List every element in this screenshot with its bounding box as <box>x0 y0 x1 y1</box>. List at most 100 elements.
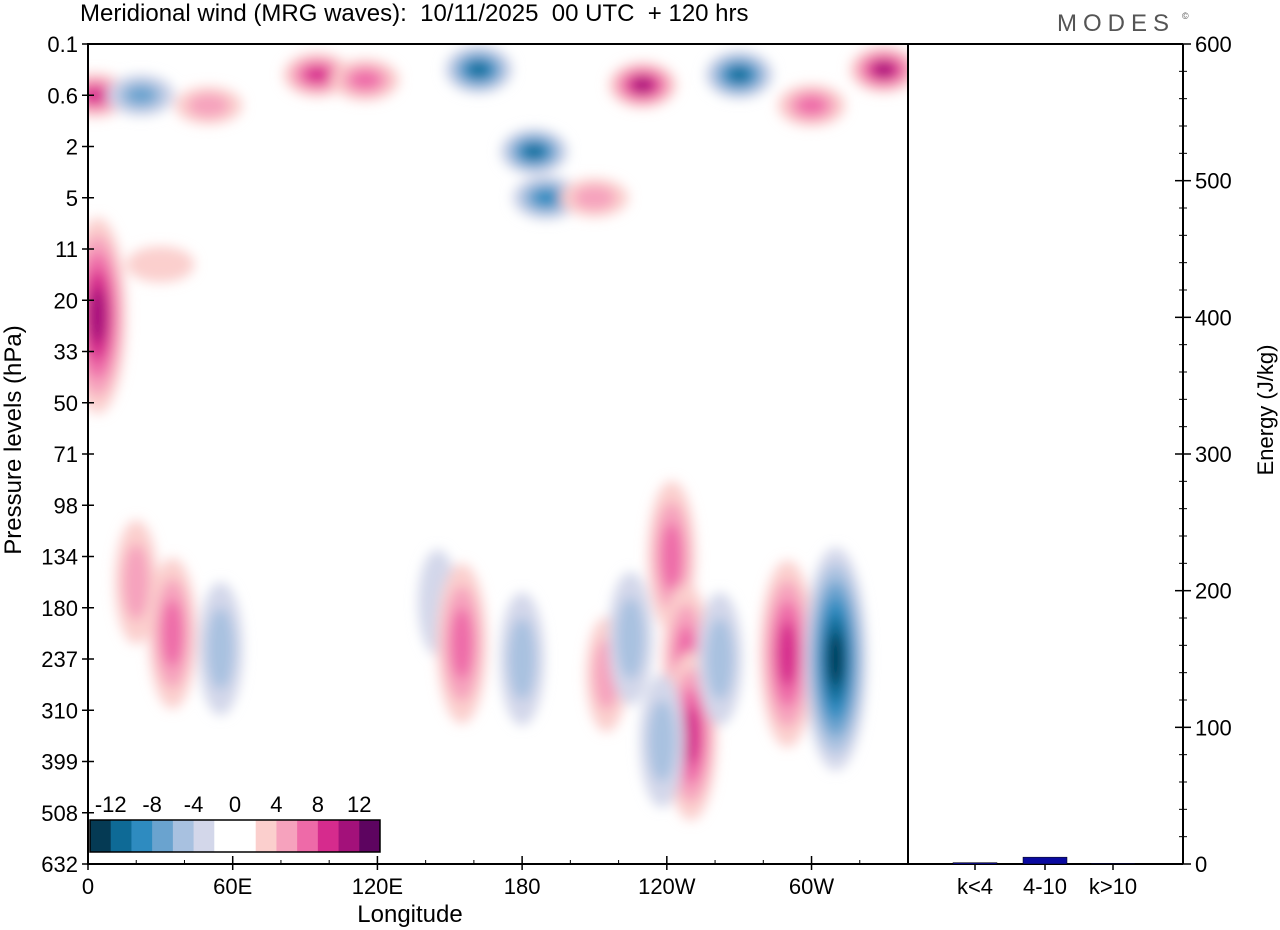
y-tick-label: 0.6 <box>47 83 78 108</box>
y-tick-label: 134 <box>41 545 78 570</box>
wind-anomaly-negative <box>512 175 581 220</box>
contour-band <box>616 597 645 680</box>
colorbar-swatch <box>317 820 340 852</box>
wind-anomaly-positive <box>608 62 677 108</box>
colorbar-label: -8 <box>142 792 162 817</box>
energy-tick-label: 300 <box>1195 442 1232 467</box>
colorbar-swatch <box>255 820 277 852</box>
modes-logo: MODES <box>1057 10 1176 37</box>
colorbar-swatch <box>172 820 195 852</box>
wind-anomaly-negative <box>705 50 774 99</box>
chart-title: Meridional wind (MRG waves): 10/11/2025 … <box>80 0 749 27</box>
contour-band <box>126 246 195 283</box>
wind-anomaly-positive <box>174 86 243 125</box>
energy-tick-label: 0 <box>1195 852 1207 877</box>
contour-band <box>524 145 544 159</box>
x-tick-label: 60W <box>789 874 834 899</box>
colorbar-swatch <box>338 820 360 852</box>
copyright-mark: © <box>1182 11 1189 21</box>
wind-anomaly-negative <box>697 592 743 726</box>
energy-bar-k<4 <box>952 862 998 865</box>
wind-field <box>88 45 908 821</box>
y-tick-label: 5 <box>66 186 78 211</box>
y-tick-label: 237 <box>41 647 78 672</box>
wind-anomaly-negative <box>639 674 685 808</box>
x-axis-label: Longitude <box>357 901 462 928</box>
y-tick-label: 2 <box>66 135 78 160</box>
wind-anomaly-positive <box>849 46 908 93</box>
energy-axis-label: Energy (J/kg) <box>1253 345 1278 476</box>
colorbar-swatch <box>276 820 298 852</box>
y-tick-label: 20 <box>54 288 78 313</box>
energy-bar-4-10 <box>1022 856 1068 865</box>
contour-band <box>648 700 676 782</box>
y-tick-label: 11 <box>55 237 78 262</box>
contour-band <box>89 287 106 344</box>
contour-band <box>681 706 700 766</box>
contour-band <box>161 599 184 667</box>
x-tick-label: 120W <box>638 874 696 899</box>
energy-bar-k>10 <box>1090 863 1136 865</box>
energy-tick-label: 100 <box>1195 715 1232 740</box>
colorbar-label: 8 <box>312 792 324 817</box>
energy-category-label: k<4 <box>957 874 993 899</box>
wind-anomaly-positive <box>436 563 487 724</box>
contour-band <box>468 62 489 77</box>
colorbar-swatch <box>214 820 236 852</box>
energy-bar-plot: 0 100 200 300 400 500 600 Energy (J/kg) k<4 4-10 k… <box>908 32 1278 899</box>
colorbar-swatch <box>359 820 381 852</box>
y-tick-label: 632 <box>41 852 78 877</box>
heatmap-axes: 0.1 0.6 2 5 11 20 33 50 71 98 134 180 237 310 399 508 63… <box>0 32 909 928</box>
contour-band <box>874 63 894 77</box>
y-tick-label: 508 <box>41 801 78 826</box>
energy-category-label: k>10 <box>1089 874 1137 899</box>
contour-band <box>660 522 683 591</box>
contour-band <box>828 631 844 687</box>
contour-band <box>125 85 157 105</box>
colorbar-frame <box>89 819 381 853</box>
colorbar-swatch <box>131 820 153 852</box>
x-tick-label: 180 <box>504 874 541 899</box>
y-tick-label: 50 <box>54 391 78 416</box>
heatmap-plot <box>88 45 908 821</box>
x-tick-label: 120E <box>352 874 403 899</box>
wind-field-blur <box>88 45 908 821</box>
wind-anomaly-negative <box>500 128 569 175</box>
y-tick-label: 33 <box>54 340 78 365</box>
contour-band <box>187 93 230 118</box>
colorbar-swatch <box>235 820 257 852</box>
colorbar-swatch <box>193 820 215 852</box>
y-tick-label: 0.1 <box>47 32 78 57</box>
wind-anomaly-positive <box>560 178 629 218</box>
colorbar-swatch <box>110 820 132 852</box>
wind-anomaly-positive <box>759 560 816 748</box>
x-tick-label: 60E <box>213 874 252 899</box>
contour-band <box>534 190 559 206</box>
colorbar-swatch <box>90 820 112 852</box>
y-axis-label: Pressure levels (hPa) <box>0 325 27 554</box>
energy-tick-label: 400 <box>1195 305 1232 330</box>
wind-anomaly-negative <box>804 547 867 771</box>
contour-band <box>729 67 749 82</box>
wind-anomaly-positive <box>665 651 717 821</box>
wind-anomaly-positive <box>114 520 158 645</box>
wind-anomaly-positive <box>126 246 195 283</box>
x-tick-label: 0 <box>82 874 94 899</box>
contour-band <box>796 96 827 115</box>
y-tick-label: 310 <box>41 698 78 723</box>
contour-band <box>305 67 329 83</box>
contour-band <box>88 87 108 103</box>
contour-band <box>777 621 798 687</box>
wind-anomaly-positive <box>88 217 127 414</box>
y-tick-label: 399 <box>41 750 78 775</box>
contour-band <box>632 78 653 92</box>
contour-band <box>508 618 536 700</box>
contour-band <box>706 618 734 700</box>
wind-anomaly-negative <box>444 45 513 94</box>
energy-tick-label: 500 <box>1195 169 1232 194</box>
colorbar-swatch <box>297 820 319 852</box>
contour-band <box>350 70 381 90</box>
wind-anomaly-negative <box>499 592 545 726</box>
wind-anomaly-positive <box>331 58 400 101</box>
